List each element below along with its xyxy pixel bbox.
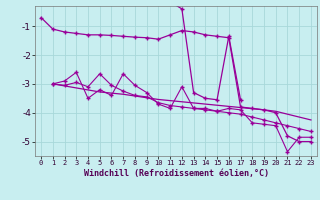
- X-axis label: Windchill (Refroidissement éolien,°C): Windchill (Refroidissement éolien,°C): [84, 169, 268, 178]
